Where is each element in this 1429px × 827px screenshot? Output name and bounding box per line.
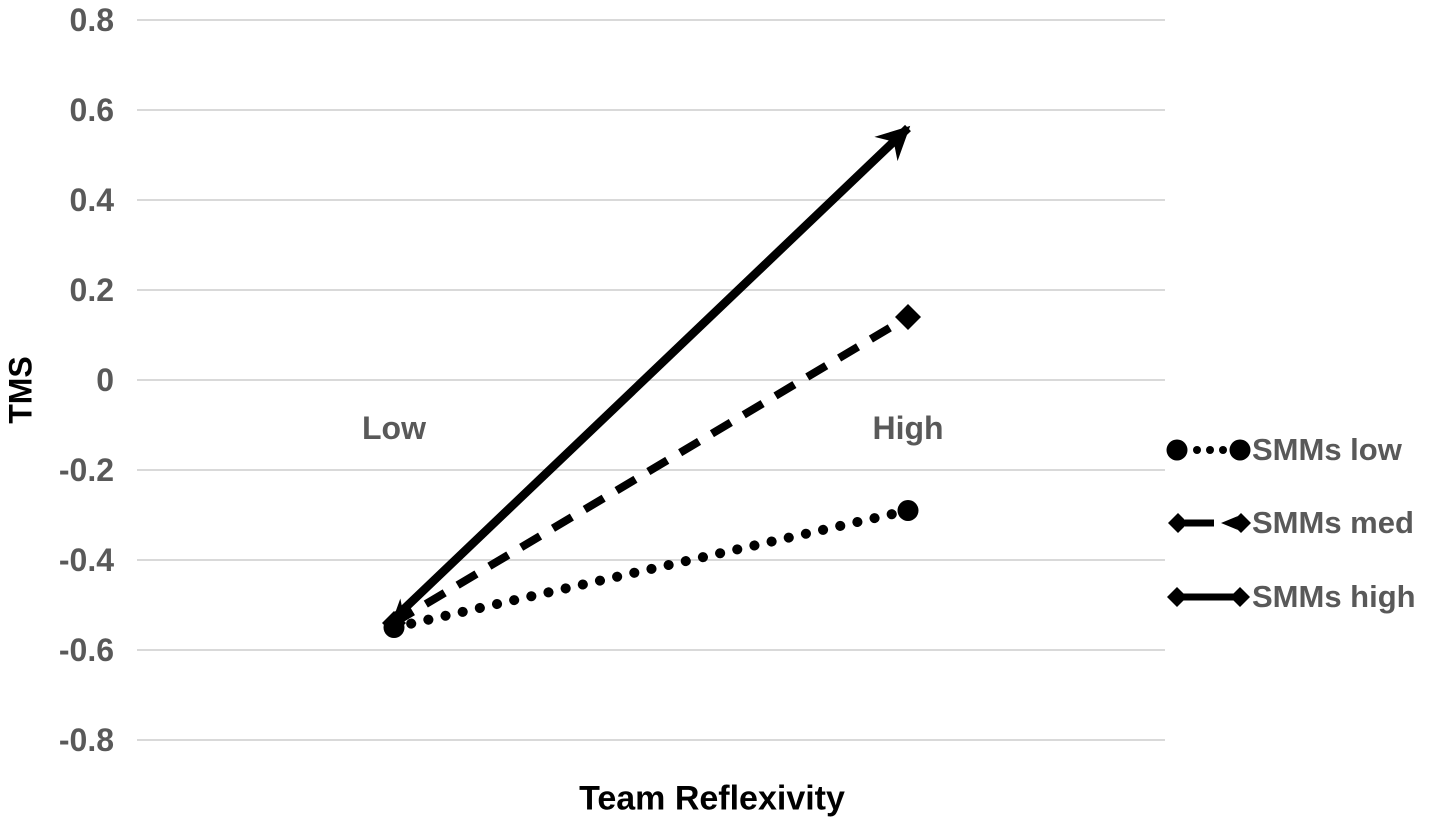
y-tick-label: 0.8: [70, 2, 114, 38]
legend-marker-solid-diamond-icon: [1167, 587, 1250, 607]
x-axis-title: Team Reflexivity: [579, 779, 845, 818]
legend-label: SMMs low: [1252, 432, 1402, 467]
y-tick-label: -0.4: [59, 542, 114, 578]
y-axis-title: TMS: [2, 356, 39, 424]
legend-label: SMMs high: [1252, 579, 1416, 614]
legend-item-smms-low: SMMs low: [1166, 432, 1402, 467]
series-line-smms-low: [389, 505, 913, 633]
legend-label: SMMs med: [1252, 505, 1414, 540]
y-tick-label: -0.2: [59, 452, 114, 488]
y-tick-label: -0.6: [59, 632, 114, 668]
y-tick-label: 0.4: [70, 182, 115, 218]
legend-marker-dashed-diamond-icon: [1168, 513, 1251, 533]
x-category-label: High: [872, 410, 943, 446]
legend-item-smms-med: SMMs med: [1166, 505, 1414, 540]
y-tick-label: 0: [96, 362, 114, 398]
legend-item-smms-high: SMMs high: [1166, 579, 1416, 614]
x-category-label: Low: [362, 410, 426, 446]
series-line-smms-high: [391, 124, 911, 622]
series-marker-smms-low: [897, 500, 919, 521]
legend-marker-dotted-circle-icon: [1166, 439, 1251, 461]
y-tick-label: 0.6: [70, 92, 114, 128]
legend: SMMs low SMMs med SMMs high: [1166, 0, 1429, 827]
y-tick-label: 0.2: [70, 272, 114, 308]
y-tick-label: -0.8: [59, 722, 114, 758]
series-marker-smms-med: [895, 304, 921, 330]
